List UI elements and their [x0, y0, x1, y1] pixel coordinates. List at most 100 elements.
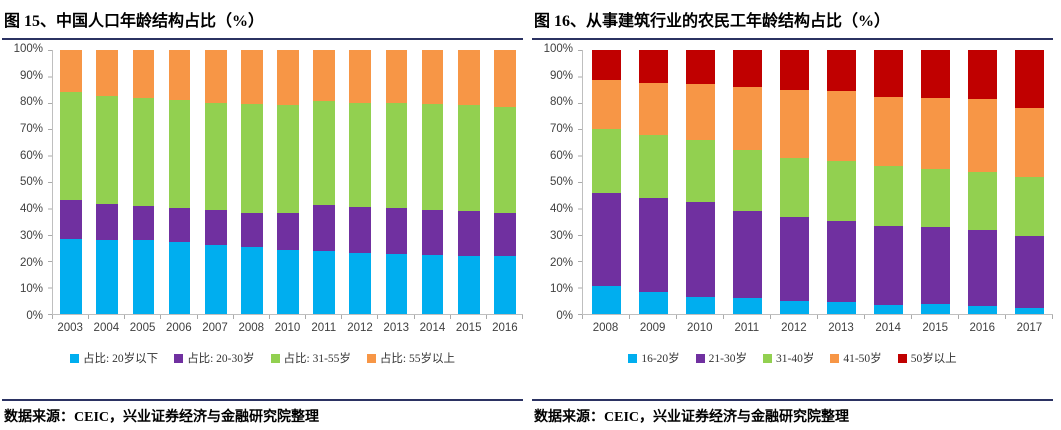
legend-swatch — [174, 353, 184, 363]
bar-segment — [780, 216, 809, 302]
legend-label: 占比: 20岁以下 — [83, 353, 159, 365]
bar-segment — [457, 255, 480, 314]
bar-segment — [639, 197, 668, 292]
bar-slot-2013 — [818, 50, 865, 314]
bar-segment — [592, 285, 621, 314]
stacked-bar-2015 — [921, 50, 950, 314]
bar-segment — [780, 157, 809, 217]
legend-item: 占比: 31-55岁 — [270, 350, 351, 366]
bar-segment — [457, 105, 480, 212]
stacked-bar-2008 — [241, 50, 263, 314]
bar-slot-2004 — [89, 50, 125, 314]
stacked-bar-2010 — [277, 50, 299, 314]
bar-segment — [168, 242, 191, 314]
plot-column: 2003 2004 2005 2006 2007 2008 2010 2011 2012 2013… — [52, 50, 524, 334]
bar-segment — [385, 50, 408, 104]
stacked-bar-2013 — [385, 50, 408, 314]
legend-label: 31-40岁 — [776, 353, 815, 365]
bar-segment — [494, 106, 516, 214]
legend-label: 21-30岁 — [708, 353, 747, 365]
x-axis-tick-label: 2016 — [969, 322, 996, 334]
bar-segment — [1015, 50, 1044, 108]
left-panel: 图 15、中国人口年龄结构占比（%） 100% 90% 80% 70% 60% 50% 40… — [0, 0, 527, 430]
bar-segment — [921, 50, 950, 99]
bar-segment — [277, 104, 299, 214]
bar-segment — [60, 200, 82, 239]
bar-segment — [457, 211, 480, 256]
x-axis-tick-label: 2015 — [455, 322, 482, 334]
stacked-bar-2004 — [96, 50, 119, 314]
legend-swatch — [270, 353, 280, 363]
x-axis-tick-label: 2013 — [828, 322, 854, 334]
legend-label: 占比: 31-55岁 — [283, 353, 351, 365]
stacked-bar-2015 — [457, 50, 480, 314]
y-axis-tick-label: 90% — [549, 69, 573, 82]
bar-segment — [132, 98, 155, 206]
y-axis-tick-label: 10% — [19, 283, 43, 296]
bar-segment — [96, 204, 119, 240]
bar-segment — [968, 305, 997, 314]
legend-label: 占比: 20-30岁 — [187, 353, 255, 365]
legend-item: 50岁以上 — [897, 350, 957, 366]
legend: 16-20岁 21-30岁 31-40岁 41-50岁 50岁以上 — [532, 350, 1053, 366]
legend-swatch — [366, 353, 376, 363]
stacked-bar-2006 — [168, 50, 191, 314]
bar-slot-2010 — [270, 50, 306, 314]
bar-segment — [241, 213, 263, 248]
y-axis-tick-label: 0% — [26, 309, 43, 322]
bar-segment — [241, 247, 263, 314]
source-text: 数据来源：CEIC，兴业证券经济与金融研究院整理 — [534, 410, 850, 425]
stacked-bar-2005 — [132, 50, 155, 314]
bar-segment — [421, 50, 444, 105]
bar-slot-2012 — [342, 50, 378, 314]
x-axis-tick — [818, 315, 865, 319]
x-axis-tick-label: 2005 — [129, 322, 156, 334]
bar-segment — [921, 98, 950, 170]
y-axis-tick-label: 80% — [19, 96, 43, 109]
x-axis-tick — [724, 315, 771, 319]
stacked-bar-2014 — [421, 50, 444, 314]
x-axis-tick — [234, 315, 270, 319]
legend-swatch — [695, 353, 705, 363]
bar-segment — [385, 208, 408, 254]
x-axis-tick-label: 2011 — [734, 322, 760, 334]
x-axis-tick-label: 2008 — [592, 322, 619, 334]
bar-segment — [921, 227, 950, 304]
x-axis-tick — [52, 315, 90, 319]
y-axis-tick-label: 70% — [549, 123, 573, 136]
y-axis-tick-label: 10% — [549, 283, 573, 296]
right-chart-body: 100% 90% 80% 70% 60% 50% 40% 30% 20% 10% 0% 2008 20… — [532, 43, 1053, 334]
bar-segment — [827, 221, 856, 303]
bar-segment — [494, 50, 516, 107]
bar-segment — [968, 99, 997, 172]
bar-slot-2011 — [306, 50, 342, 314]
right-panel: 图 16、从事建筑行业的农民工年龄结构占比（%） 100% 90% 80% 70% 60… — [530, 0, 1057, 430]
bar-segment — [204, 210, 227, 245]
legend-label: 16-20岁 — [641, 353, 680, 365]
bar-segment — [874, 50, 903, 98]
y-axis-tick-label: 90% — [19, 69, 43, 82]
bar-segment — [132, 50, 155, 99]
x-axis-tick-label: 2013 — [383, 322, 410, 334]
legend-swatch — [628, 353, 638, 363]
bar-slot-2012 — [771, 50, 818, 314]
bar-slot-2014 — [415, 50, 451, 314]
bar-segment — [780, 301, 809, 314]
bar-segment — [874, 225, 903, 305]
legend-swatch — [830, 353, 840, 363]
y-axis-tick-label: 100% — [13, 43, 43, 55]
bar-segment — [827, 50, 856, 91]
source-text: 数据来源：CEIC，兴业证券经济与金融研究院整理 — [4, 410, 320, 425]
x-axis-tick-label: 2004 — [93, 322, 120, 334]
bar-segment — [96, 50, 119, 97]
stacked-bar-2009 — [639, 50, 668, 314]
bar-segment — [385, 253, 408, 314]
bar-segment — [204, 102, 227, 210]
x-axis-tick-label: 2017 — [1016, 322, 1043, 334]
x-axis-tick — [415, 315, 451, 319]
x-axis-tick — [342, 315, 379, 319]
y-axis-tick-label: 30% — [549, 229, 573, 242]
bar-slot-2013 — [378, 50, 414, 314]
bar-segment — [968, 50, 997, 100]
bar-segment — [827, 90, 856, 161]
